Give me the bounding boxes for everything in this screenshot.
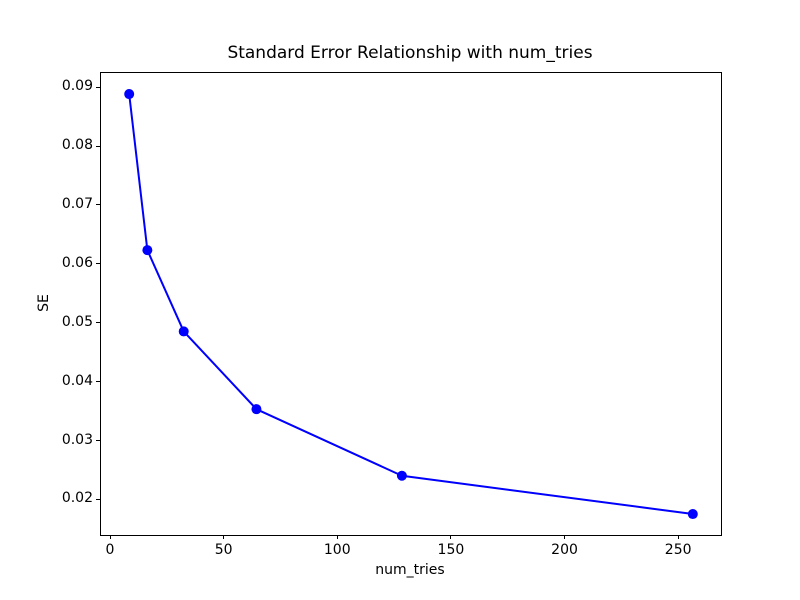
y-tick-mark [96, 322, 100, 324]
x-axis-label: num_tries [375, 562, 445, 578]
x-tick-label: 250 [664, 542, 692, 558]
x-tick-mark [677, 535, 679, 539]
data-point-marker [142, 245, 153, 256]
plot-area [100, 72, 722, 536]
data-point-marker [124, 89, 135, 100]
y-tick-label: 0.02 [61, 490, 93, 507]
x-tick-label: 150 [437, 542, 465, 558]
x-tick-mark [450, 535, 452, 539]
y-tick-mark [96, 86, 100, 88]
y-tick-mark [96, 145, 100, 147]
y-tick-mark [96, 440, 100, 442]
y-axis-label: SE [36, 294, 52, 312]
data-point-marker [687, 509, 698, 520]
x-tick-mark [336, 535, 338, 539]
x-tick-label: 200 [551, 542, 578, 558]
y-tick-label: 0.04 [61, 372, 93, 389]
y-tick-label: 0.03 [61, 431, 93, 448]
series-line [128, 93, 693, 516]
y-tick-label: 0.05 [61, 313, 93, 330]
data-point-marker [178, 326, 189, 337]
line-chart-svg [124, 89, 698, 520]
y-tick-mark [96, 263, 100, 265]
y-tick-label: 0.08 [61, 137, 93, 154]
x-tick-mark [564, 535, 566, 539]
x-tick-label: 0 [105, 542, 115, 558]
x-tick-label: 100 [323, 542, 351, 558]
plot-title: Standard Error Relationship with num_tri… [227, 43, 593, 63]
data-point-marker [251, 404, 262, 415]
data-point-marker [396, 470, 407, 481]
y-tick-label: 0.06 [61, 254, 93, 271]
y-tick-label: 0.09 [61, 78, 93, 95]
y-tick-mark [96, 498, 100, 500]
y-tick-mark [96, 204, 100, 206]
y-tick-mark [96, 381, 100, 383]
y-tick-label: 0.07 [61, 195, 93, 212]
x-tick-label: 50 [214, 542, 233, 558]
x-tick-mark [223, 535, 225, 539]
x-tick-mark [109, 535, 111, 539]
